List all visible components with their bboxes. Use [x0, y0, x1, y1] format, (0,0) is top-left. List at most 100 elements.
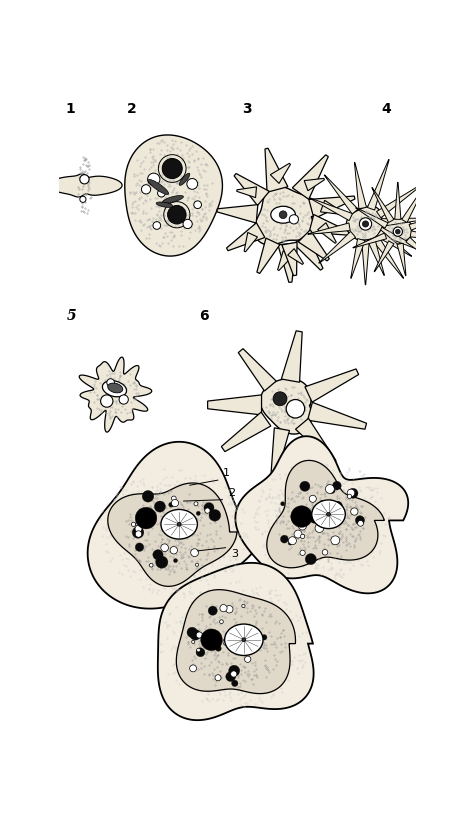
Text: 3: 3	[231, 549, 238, 559]
Text: 3: 3	[242, 103, 252, 116]
Polygon shape	[304, 178, 325, 190]
Polygon shape	[282, 330, 302, 383]
Polygon shape	[207, 395, 262, 415]
Circle shape	[197, 648, 200, 652]
Ellipse shape	[271, 206, 295, 223]
Circle shape	[187, 178, 198, 190]
Circle shape	[320, 501, 325, 505]
Circle shape	[395, 230, 400, 234]
Circle shape	[170, 546, 177, 554]
Circle shape	[150, 563, 153, 567]
Circle shape	[288, 541, 292, 545]
Ellipse shape	[156, 202, 173, 208]
Circle shape	[100, 395, 113, 407]
Polygon shape	[376, 230, 412, 256]
Polygon shape	[234, 173, 269, 205]
Polygon shape	[397, 243, 406, 276]
Ellipse shape	[312, 500, 345, 528]
Polygon shape	[409, 214, 446, 230]
Circle shape	[262, 635, 267, 640]
Circle shape	[196, 648, 205, 657]
Polygon shape	[372, 187, 394, 222]
Circle shape	[359, 218, 372, 230]
Circle shape	[215, 675, 221, 681]
Circle shape	[154, 501, 165, 512]
Circle shape	[326, 512, 331, 516]
Circle shape	[393, 227, 402, 236]
Polygon shape	[125, 135, 222, 256]
Circle shape	[232, 680, 238, 686]
Circle shape	[332, 501, 343, 511]
Circle shape	[132, 527, 144, 538]
Circle shape	[331, 536, 340, 545]
Circle shape	[279, 211, 287, 219]
Polygon shape	[292, 155, 328, 199]
Polygon shape	[48, 174, 122, 197]
Polygon shape	[271, 428, 289, 474]
Circle shape	[80, 196, 86, 203]
Circle shape	[289, 215, 299, 224]
Circle shape	[191, 549, 199, 557]
Circle shape	[242, 604, 245, 607]
Circle shape	[135, 525, 142, 532]
Polygon shape	[244, 233, 257, 252]
Ellipse shape	[161, 510, 197, 539]
Circle shape	[355, 516, 364, 525]
Circle shape	[300, 481, 310, 492]
Circle shape	[212, 637, 219, 645]
Polygon shape	[309, 215, 350, 235]
Circle shape	[131, 523, 136, 527]
Circle shape	[332, 481, 341, 490]
Circle shape	[196, 632, 202, 638]
Polygon shape	[381, 218, 432, 226]
Circle shape	[220, 605, 227, 612]
Circle shape	[299, 522, 307, 530]
Circle shape	[204, 502, 214, 513]
Circle shape	[174, 558, 177, 562]
Text: 2: 2	[127, 103, 137, 116]
Circle shape	[309, 495, 316, 502]
Circle shape	[291, 505, 313, 527]
Circle shape	[157, 190, 165, 197]
Circle shape	[135, 507, 157, 529]
Polygon shape	[362, 240, 369, 285]
Text: 1: 1	[65, 103, 75, 116]
Circle shape	[135, 531, 142, 537]
Polygon shape	[376, 182, 424, 218]
Polygon shape	[295, 418, 336, 464]
Circle shape	[192, 641, 195, 643]
Circle shape	[241, 632, 249, 640]
Circle shape	[331, 513, 338, 520]
Circle shape	[294, 530, 302, 538]
Circle shape	[194, 501, 198, 505]
Ellipse shape	[179, 173, 190, 186]
Circle shape	[329, 488, 335, 493]
Polygon shape	[374, 241, 394, 272]
Polygon shape	[298, 230, 329, 261]
Circle shape	[190, 629, 200, 640]
Circle shape	[141, 185, 150, 194]
Polygon shape	[88, 442, 266, 609]
Ellipse shape	[102, 381, 126, 397]
Circle shape	[288, 536, 296, 545]
Polygon shape	[368, 238, 384, 275]
Circle shape	[187, 628, 197, 637]
Circle shape	[292, 514, 299, 522]
Polygon shape	[257, 239, 280, 274]
Circle shape	[177, 523, 181, 526]
Polygon shape	[324, 175, 358, 214]
Polygon shape	[406, 237, 436, 264]
Ellipse shape	[163, 195, 183, 204]
Circle shape	[347, 489, 355, 497]
Polygon shape	[254, 186, 319, 245]
Polygon shape	[319, 231, 356, 263]
Circle shape	[190, 665, 196, 672]
Polygon shape	[350, 239, 365, 278]
Polygon shape	[288, 248, 303, 265]
Circle shape	[281, 501, 285, 505]
Circle shape	[350, 508, 358, 515]
Polygon shape	[384, 221, 413, 245]
Circle shape	[244, 656, 251, 663]
Polygon shape	[395, 182, 401, 219]
Circle shape	[281, 535, 288, 543]
